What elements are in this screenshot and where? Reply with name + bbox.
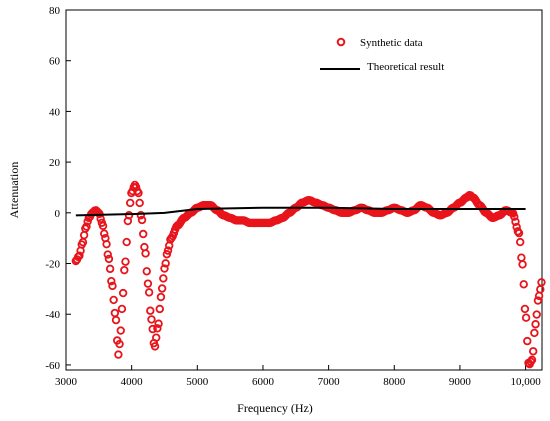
synthetic-data-point [114, 350, 123, 359]
synthetic-data-point [163, 246, 173, 255]
synthetic-data-point [517, 253, 526, 262]
y-tick-label: 80 [49, 5, 61, 17]
synthetic-data-point [536, 285, 545, 294]
synthetic-data-point [162, 250, 172, 259]
synthetic-data-point [142, 267, 151, 276]
y-tick-label: -20 [45, 259, 60, 271]
synthetic-data-point [157, 284, 167, 293]
legend-synthetic-marker [336, 37, 346, 47]
synthetic-data-point [137, 215, 147, 225]
synthetic-data-point [82, 222, 91, 231]
x-axis-ticks: 3000 4000 5000 6000 7000 8000 9000 10,000 [55, 365, 541, 388]
synthetic-data-point [511, 217, 520, 226]
theoretical-result-line [75, 206, 526, 217]
synthetic-data-point [116, 326, 125, 335]
synthetic-data-point [160, 264, 169, 273]
synthetic-data-point [537, 278, 546, 287]
synthetic-data-point [153, 324, 162, 333]
synthetic-data-point [520, 304, 530, 314]
y-tick-label: 20 [49, 157, 61, 169]
synthetic-data-point [75, 251, 84, 260]
x-tick-label: 10,000 [510, 376, 541, 388]
synthetic-data-point [155, 304, 164, 314]
synthetic-data-point [126, 198, 135, 208]
synthetic-data-point [161, 259, 170, 268]
synthetic-data-point [117, 304, 127, 314]
x-tick-label: 5000 [186, 376, 209, 388]
synthetic-data-point [147, 315, 156, 324]
synthetic-data-point [105, 264, 115, 274]
x-tick-label: 7000 [318, 376, 341, 388]
y-axis-label: Attenuation [7, 162, 21, 219]
synthetic-data-point [141, 249, 150, 258]
y-tick-label: 60 [49, 56, 61, 68]
synthetic-data-point [134, 188, 143, 198]
synthetic-data-point [102, 239, 111, 249]
synthetic-data-point [152, 333, 161, 342]
synthetic-data-point [122, 237, 131, 247]
synthetic-data-point [518, 260, 527, 269]
synthetic-data-point [104, 254, 114, 264]
plot-frame [65, 9, 543, 371]
synthetic-data-point [148, 324, 157, 334]
synthetic-data-point [514, 228, 524, 238]
synthetic-data-point [107, 276, 116, 286]
synthetic-data-series [71, 180, 546, 369]
synthetic-data-point [143, 279, 153, 288]
synthetic-data-point [159, 274, 168, 283]
synthetic-data-point [139, 229, 148, 239]
legend-theoretical-label: Theoretical result [367, 61, 444, 73]
synthetic-data-point [136, 211, 146, 220]
synthetic-data-point [120, 265, 129, 275]
x-axis-label: Frequency (Hz) [237, 401, 313, 415]
y-tick-label: -40 [45, 309, 60, 321]
synthetic-data-point [110, 308, 120, 318]
synthetic-data-point [140, 242, 149, 252]
legend-synthetic-label: Synthetic data [360, 37, 423, 49]
synthetic-data-point [532, 310, 541, 319]
synthetic-data-point [531, 320, 540, 329]
synthetic-data-point [103, 250, 112, 259]
synthetic-data-point [521, 313, 531, 322]
synthetic-data-point [124, 211, 134, 220]
x-tick-label: 9000 [449, 376, 472, 388]
y-tick-label: 0 [55, 208, 61, 220]
synthetic-data-point [100, 229, 109, 238]
x-tick-label: 3000 [55, 376, 78, 388]
synthetic-data-point [156, 292, 166, 302]
synthetic-data-point [510, 212, 519, 221]
synthetic-data-point [154, 319, 163, 328]
synthetic-data-point [144, 288, 154, 297]
synthetic-data-point [121, 257, 130, 266]
synthetic-data-point [135, 198, 144, 208]
synthetic-data-point [150, 342, 160, 351]
synthetic-data-point [118, 288, 128, 298]
legend: Synthetic data Theoretical result [320, 37, 444, 73]
synthetic-data-point [79, 230, 89, 240]
x-tick-label: 8000 [383, 376, 406, 388]
synthetic-data-point [516, 237, 525, 247]
synthetic-data-point [529, 347, 538, 356]
synthetic-data-point [523, 336, 532, 346]
synthetic-data-point [519, 280, 528, 289]
synthetic-data-point [115, 339, 124, 349]
synthetic-data-point [111, 315, 121, 325]
x-tick-label: 4000 [121, 376, 144, 388]
synthetic-data-point [146, 306, 155, 315]
synthetic-data-point [530, 328, 539, 338]
y-tick-label: -60 [45, 360, 60, 372]
synthetic-data-point [527, 355, 537, 365]
synthetic-data-point [109, 295, 118, 305]
y-axis-ticks: 80 60 40 20 0 -20 -40 -60 [45, 5, 71, 372]
synthetic-data-point [98, 221, 108, 231]
synthetic-data-point [533, 296, 543, 305]
synthetic-data-point [108, 281, 117, 291]
y-tick-label: 40 [49, 106, 61, 118]
x-tick-label: 6000 [252, 376, 275, 388]
